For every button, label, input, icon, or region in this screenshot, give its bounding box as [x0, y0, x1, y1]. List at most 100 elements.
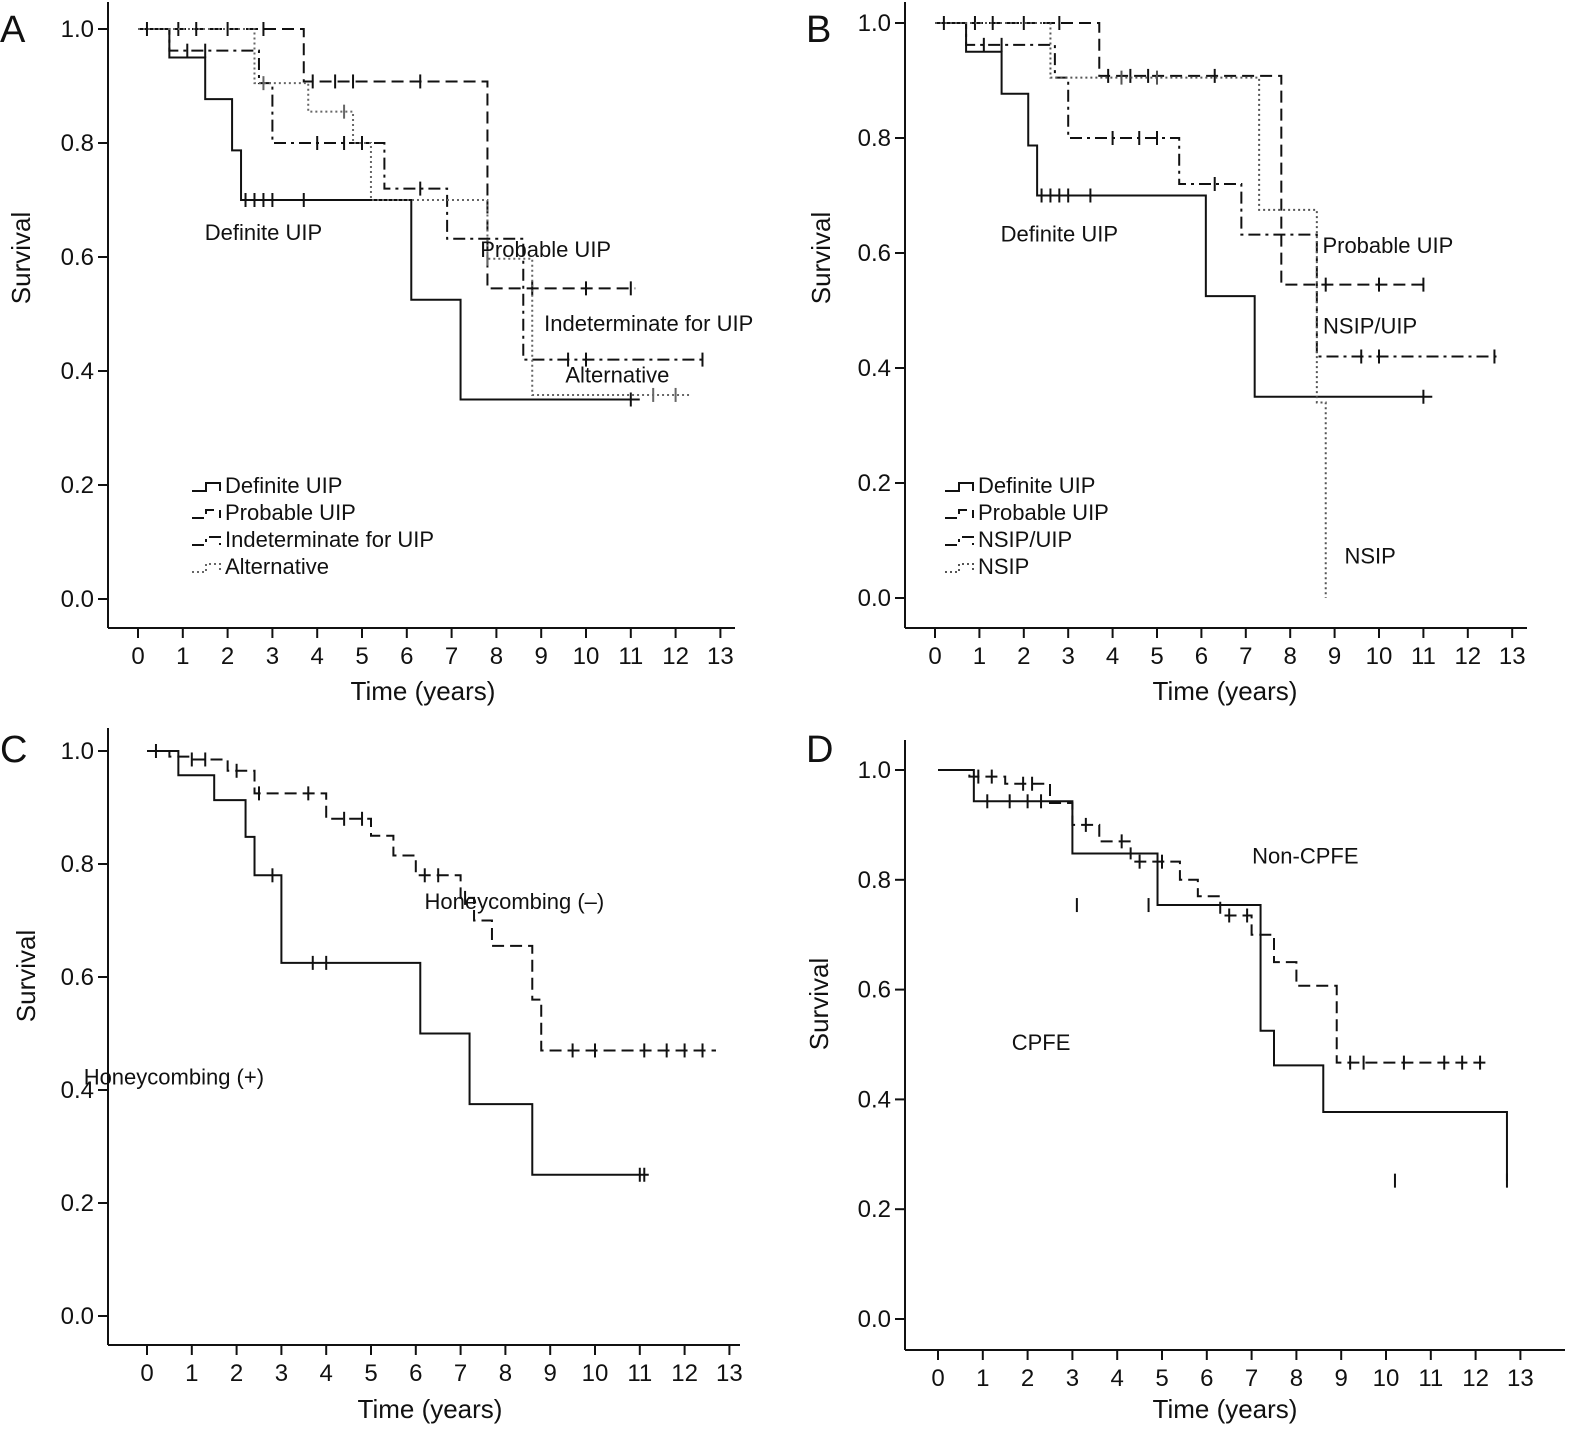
panel-c: C0.00.20.40.60.81.00 1 2 3 4 5 6 7 8 9 10 11 12 13Tim… — [0, 728, 743, 1424]
panel-a-y-tick-label: 1.0 — [61, 16, 94, 43]
panel-d-x-tick-label: 12 — [1462, 1365, 1489, 1392]
panel-a-x-tick-label: 13 — [707, 643, 734, 670]
panel-c-x-tick-label: 11 — [627, 1360, 652, 1387]
panel-b-curve-label: NSIP — [1344, 544, 1395, 569]
panel-b-x-tick-label: 12 — [1454, 643, 1481, 670]
panel-d-y-tick-label: 0.2 — [858, 1196, 891, 1223]
panel-d-y-axis-title: Survival — [804, 958, 834, 1050]
panel-b-x-tick-label: 8 — [1284, 643, 1297, 670]
panel-b-x-tick-label: 6 — [1195, 643, 1208, 670]
panel-a: A0.00.20.40.60.81.00 1 2 3 4 5 6 7 8 9 10 11 12 13Tim… — [0, 2, 753, 706]
panel-c-x-tick-label: 13 — [716, 1360, 743, 1387]
panel-c-x-tick-label: 9 — [544, 1360, 557, 1387]
panel-b-x-tick-label: 0 — [928, 643, 941, 670]
panel-b-x-tick-label: 2 — [1017, 643, 1030, 670]
panel-b-y-tick-label: 0.6 — [858, 240, 891, 267]
panel-d-curve-label: Non-CPFE — [1252, 843, 1358, 868]
panel-d: D0.00.20.40.60.81.00 1 2 3 4 5 6 7 8 9 10 11 12 13Tim… — [804, 729, 1565, 1424]
panel-d-series-non-cpfe-line — [938, 769, 1490, 1064]
panel-c-x-tick-label: 2 — [230, 1360, 243, 1387]
panel-d-letter: D — [806, 729, 833, 771]
panel-b-x-axis-title: Time (years) — [1153, 676, 1298, 706]
panel-a-x-tick-label: 8 — [490, 643, 503, 670]
panel-b-series-probable-uip-line — [935, 22, 1428, 286]
panel-d-x-tick-label: 11 — [1418, 1365, 1443, 1392]
panel-c-curve-label: Honeycombing (–) — [424, 889, 604, 914]
panel-c-series-honeycombing-line — [147, 750, 649, 1176]
panel-d-x-tick-label: 13 — [1507, 1365, 1534, 1392]
panel-d-curve-label: CPFE — [1012, 1030, 1071, 1055]
panel-d-x-tick-label: 5 — [1155, 1365, 1168, 1392]
panel-c-x-tick-label: 3 — [275, 1360, 288, 1387]
panel-a-y-tick-label: 0.2 — [61, 472, 94, 499]
panel-a-legend-swatch — [192, 563, 221, 573]
panel-b-series-definite-uip-line — [935, 22, 1433, 398]
panel-c-y-tick-label: 0.2 — [61, 1190, 94, 1217]
panel-a-x-tick-label: 2 — [221, 643, 234, 670]
panel-b-legend-label: NSIP/UIP — [978, 527, 1072, 552]
panel-a-curve-label: Probable UIP — [480, 237, 611, 262]
panel-c-x-tick-label: 8 — [499, 1360, 512, 1387]
panel-b-legend-swatch — [945, 563, 974, 573]
panel-b: B0.00.20.40.60.81.00 1 2 3 4 5 6 7 8 9 10 11 12 13Tim… — [806, 2, 1527, 706]
panel-a-x-tick-label: 9 — [535, 643, 548, 670]
panel-d-x-tick-label: 10 — [1373, 1365, 1400, 1392]
panel-a-legend-swatch — [192, 509, 221, 519]
panel-a-series-definite-uip-line — [138, 28, 640, 401]
panel-d-series-cpfe-line — [938, 769, 1508, 1181]
panel-a-legend-label: Definite UIP — [225, 473, 342, 498]
panel-b-x-tick-label: 4 — [1106, 643, 1119, 670]
panel-c-y-axis-title: Survival — [11, 930, 41, 1022]
panel-d-y-tick-label: 1.0 — [858, 757, 891, 784]
panel-c-x-tick-label: 6 — [409, 1360, 422, 1387]
panel-b-x-tick-label: 3 — [1062, 643, 1075, 670]
panel-b-x-tick-label: 10 — [1366, 643, 1393, 670]
panel-a-legend-swatch — [192, 536, 221, 546]
panel-a-series-probable-uip-line — [138, 28, 636, 290]
panel-a-y-tick-label: 0.0 — [61, 586, 94, 613]
panel-b-series-nsip-line — [935, 22, 1327, 598]
panel-a-x-tick-label: 4 — [311, 643, 324, 670]
panel-a-series-indeterminate-for-uip-line — [138, 28, 707, 361]
panel-a-y-axis-title: Survival — [6, 212, 36, 304]
panel-d-x-tick-label: 0 — [931, 1365, 944, 1392]
panel-c-x-tick-label: 1 — [185, 1360, 198, 1387]
panel-a-legend-swatch — [192, 482, 221, 492]
panel-d-x-tick-label: 1 — [976, 1365, 989, 1392]
panel-c-x-axis-title: Time (years) — [358, 1394, 503, 1424]
panel-a-legend-label: Probable UIP — [225, 500, 356, 525]
panel-c-y-tick-label: 0.0 — [61, 1303, 94, 1330]
panel-d-x-tick-label: 3 — [1066, 1365, 1079, 1392]
panel-b-x-tick-label: 7 — [1239, 643, 1252, 670]
panel-b-y-tick-label: 0.4 — [858, 355, 891, 382]
panel-c-y-tick-label: 0.8 — [61, 851, 94, 878]
panel-b-series-nsip-uip-line — [935, 22, 1499, 358]
panel-a-curve-label: Alternative — [565, 362, 669, 387]
panel-b-legend-swatch — [945, 509, 974, 519]
panel-d-y-tick-label: 0.4 — [858, 1086, 891, 1113]
panel-a-x-tick-label: 0 — [131, 643, 144, 670]
panel-c-x-tick-label: 10 — [582, 1360, 609, 1387]
panel-d-x-tick-label: 8 — [1290, 1365, 1303, 1392]
panel-a-x-tick-label: 6 — [400, 643, 413, 670]
panel-d-x-tick-label: 2 — [1021, 1365, 1034, 1392]
panel-b-y-axis-title: Survival — [806, 212, 836, 304]
panel-c-x-tick-label: 7 — [454, 1360, 467, 1387]
panel-d-x-tick-label: 6 — [1200, 1365, 1213, 1392]
panel-a-legend-label: Indeterminate for UIP — [225, 527, 434, 552]
panel-b-x-tick-label: 13 — [1499, 643, 1526, 670]
panel-c-x-tick-label: 5 — [364, 1360, 377, 1387]
panel-b-curve-label: NSIP/UIP — [1323, 314, 1417, 339]
panel-c-y-tick-label: 0.6 — [61, 964, 94, 991]
panel-b-letter: B — [806, 9, 831, 51]
panel-d-y-tick-label: 0.0 — [858, 1306, 891, 1333]
panel-b-y-tick-label: 0.2 — [858, 470, 891, 497]
panel-b-legend-swatch — [945, 482, 974, 492]
panel-a-x-tick-label: 12 — [662, 643, 689, 670]
panel-b-y-tick-label: 0.8 — [858, 125, 891, 152]
panel-b-curve-label: Definite UIP — [1001, 222, 1118, 247]
panel-d-x-tick-label: 4 — [1111, 1365, 1124, 1392]
panel-a-series-alternative-line — [138, 28, 690, 396]
panel-c-x-tick-label: 4 — [320, 1360, 333, 1387]
